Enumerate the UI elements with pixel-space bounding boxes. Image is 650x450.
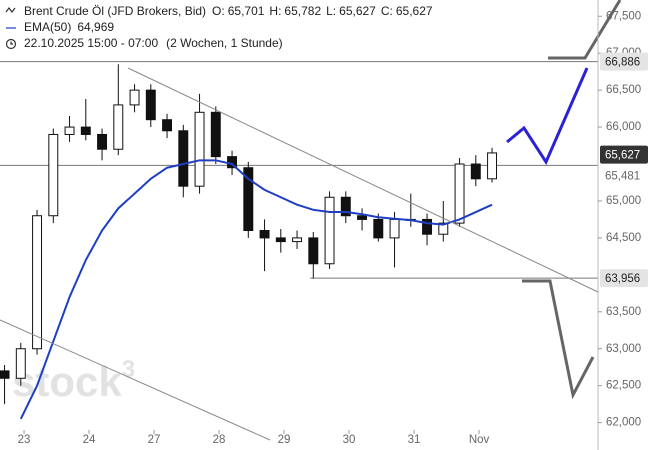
title: Brent Crude Öl (JFD Brokers, Bid) O: 65,70… xyxy=(24,4,433,18)
ema-line xyxy=(19,159,493,420)
trend-line xyxy=(0,319,271,441)
level-label: 63,956 xyxy=(605,273,640,285)
level-box xyxy=(600,145,648,164)
level-label: 65,627 xyxy=(605,150,640,162)
candle-body xyxy=(340,196,351,217)
candle-body xyxy=(487,152,498,180)
period: 22.10.2025 15:00 - 07:00 (2 Wochen, 1 Stu… xyxy=(24,36,283,50)
projection xyxy=(548,0,622,60)
projection xyxy=(522,279,595,400)
candle-body xyxy=(48,133,59,217)
x-tick-label: Nov xyxy=(469,434,490,446)
candle-body xyxy=(275,237,286,243)
legend-value: 64,969 xyxy=(77,20,114,34)
y-tick-label: 66,000 xyxy=(606,121,641,133)
candle-body xyxy=(32,215,43,350)
candle-body xyxy=(145,89,156,121)
watermark-text: stock xyxy=(12,358,122,405)
x-tick-label: 31 xyxy=(408,434,421,446)
candle-body xyxy=(80,126,91,135)
candle-body xyxy=(308,237,319,265)
legend-name: EMA(50) xyxy=(24,20,71,34)
candle-body xyxy=(178,130,189,187)
header: Brent Crude Öl (JFD Brokers, Bid) O: 65,70… xyxy=(5,4,433,50)
y-tick-label: 63,500 xyxy=(606,306,641,318)
level-box xyxy=(600,269,648,288)
ohlc-value: 65,627 xyxy=(339,4,376,18)
candle-body xyxy=(194,111,205,187)
level-label: 65,481 xyxy=(605,170,640,182)
icon xyxy=(5,7,17,50)
candle-body xyxy=(64,126,75,135)
candle-body xyxy=(0,370,10,379)
y-tick-label: 67,500 xyxy=(606,10,641,22)
candle-body xyxy=(373,218,384,239)
candle-body xyxy=(438,222,449,235)
ohlc-name: C: xyxy=(381,4,393,18)
candle-body xyxy=(129,89,140,106)
candle-body xyxy=(113,104,124,150)
period-text: 22.10.2025 15:00 - 07:00 xyxy=(24,36,158,50)
candle-body xyxy=(259,230,270,239)
ohlc-name: L: xyxy=(326,4,336,18)
candle-body xyxy=(324,196,335,265)
watermark-sup: 3 xyxy=(122,356,135,383)
x-tick-label: 23 xyxy=(18,434,31,446)
projection xyxy=(506,67,589,166)
y-tick-label: 62,000 xyxy=(606,417,641,429)
x-tick-label: 28 xyxy=(213,434,226,446)
trend-line xyxy=(127,67,599,293)
candle-body xyxy=(210,111,221,158)
candle-body xyxy=(292,237,303,243)
x-tick-label: 29 xyxy=(278,434,291,446)
ohlc-value: 65,701 xyxy=(228,4,265,18)
candle-body xyxy=(470,163,481,180)
y-tick-label: 62,500 xyxy=(606,380,641,392)
x-tick-label: 24 xyxy=(83,434,96,446)
ema-legend: EMA(50) 64,969 xyxy=(24,20,114,34)
ohlc-value: 65,627 xyxy=(396,4,433,18)
candle-body xyxy=(243,167,254,232)
level-label: 66,886 xyxy=(605,57,640,69)
candle-body xyxy=(389,218,400,239)
y-tick-label: 65,000 xyxy=(606,195,641,207)
y-tick-label: 66,500 xyxy=(606,84,641,96)
candle-body xyxy=(162,119,173,132)
title-text: Brent Crude Öl (JFD Brokers, Bid) xyxy=(24,4,206,18)
x-tick-label: 27 xyxy=(148,434,161,446)
candle-body xyxy=(422,218,433,235)
axis: 67,50067,00066,50066,00065,00064,50063,5… xyxy=(18,0,648,450)
x-tick-label: 30 xyxy=(343,434,356,446)
ohlc-value: 65,782 xyxy=(284,4,321,18)
candle-body xyxy=(357,215,368,220)
level-box xyxy=(600,52,648,71)
candle-body xyxy=(454,163,465,224)
period-note: (2 Wochen, 1 Stunde) xyxy=(166,36,283,50)
candle-body xyxy=(15,348,26,379)
ohlc-name: O: xyxy=(212,4,225,18)
candle-body xyxy=(97,133,108,150)
y-tick-label: 64,500 xyxy=(606,232,641,244)
plot-area xyxy=(0,61,598,420)
y-tick-label: 63,000 xyxy=(606,343,641,355)
ohlc-name: H: xyxy=(269,4,281,18)
